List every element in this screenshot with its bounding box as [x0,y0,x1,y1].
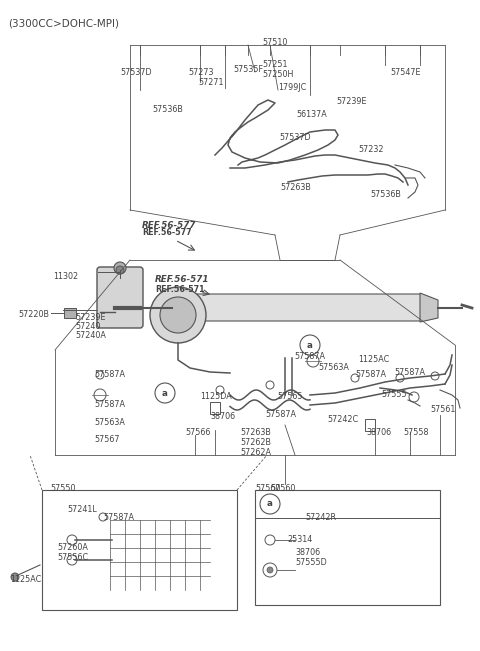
Circle shape [67,555,77,565]
Text: 57561: 57561 [430,405,456,414]
Text: 57251: 57251 [262,60,288,69]
Text: 57547E: 57547E [390,68,420,77]
Text: 38706: 38706 [210,412,235,421]
Circle shape [96,371,104,379]
Text: 57263B: 57263B [280,183,311,192]
Bar [210,402,220,414]
Circle shape [67,535,77,545]
Text: 1125DA: 1125DA [200,392,232,401]
Circle shape [11,573,19,581]
Circle shape [307,355,319,367]
Text: 11302: 11302 [53,272,78,281]
Text: 57535F: 57535F [233,65,263,74]
Text: 57537D: 57537D [120,68,152,77]
Circle shape [116,266,124,274]
Text: 57587A: 57587A [94,400,125,409]
Circle shape [409,392,419,402]
Text: REF.56-577: REF.56-577 [142,221,196,230]
Text: (3300CC>DOHC-MPI): (3300CC>DOHC-MPI) [8,18,119,28]
Circle shape [150,287,206,343]
Circle shape [300,335,320,355]
Text: 57232: 57232 [358,145,384,154]
Text: 25314: 25314 [287,535,312,544]
Text: 57550: 57550 [50,484,75,493]
Text: a: a [307,340,313,350]
Text: 57563A: 57563A [318,363,349,372]
Bar [42,490,237,610]
Text: 56137A: 56137A [296,110,327,119]
Circle shape [114,262,126,274]
FancyBboxPatch shape [189,294,421,321]
Text: 57587A: 57587A [94,370,125,379]
Circle shape [396,374,404,382]
Text: 57556C: 57556C [57,553,88,562]
Text: 57271: 57271 [198,78,224,87]
Text: 57563A: 57563A [94,418,125,427]
FancyBboxPatch shape [97,267,143,328]
Text: 38706: 38706 [366,428,391,437]
Text: a: a [162,389,168,398]
Circle shape [263,563,277,577]
Text: 57587A: 57587A [355,370,386,379]
Text: 1799JC: 1799JC [278,83,306,92]
Text: 57510: 57510 [262,38,288,47]
Circle shape [216,386,224,394]
Text: 1125AC: 1125AC [358,355,389,364]
Text: 57587A: 57587A [394,368,425,377]
Circle shape [351,374,359,382]
Text: 57239E: 57239E [75,313,106,322]
Text: 57262B: 57262B [240,438,271,447]
Circle shape [156,389,164,397]
Text: 57242C: 57242C [327,415,358,424]
Text: REF.56-571: REF.56-571 [155,275,209,284]
Text: 57560: 57560 [270,484,295,493]
Text: 57555: 57555 [381,390,407,399]
Text: 57567: 57567 [94,435,120,444]
Circle shape [260,494,280,514]
Text: 57240A: 57240A [75,331,106,340]
Polygon shape [172,293,190,322]
Text: 57565: 57565 [277,392,302,401]
Text: 57536B: 57536B [152,105,183,114]
Circle shape [265,535,275,545]
Text: 57241L: 57241L [67,505,97,514]
Text: 57273: 57273 [188,68,214,77]
Text: 38706: 38706 [295,548,320,557]
Polygon shape [420,293,438,322]
Text: a: a [267,499,273,508]
Circle shape [267,567,273,573]
Text: 57260A: 57260A [57,543,88,552]
Bar [365,419,375,431]
Text: REF.56-571: REF.56-571 [155,285,204,294]
Text: 57587A: 57587A [265,410,296,419]
Bar [255,490,440,605]
Circle shape [266,381,274,389]
Text: 57250H: 57250H [262,70,293,79]
Text: 57566: 57566 [185,428,210,437]
Text: 57262A: 57262A [240,448,271,457]
Circle shape [94,389,106,401]
Text: REF.56-577: REF.56-577 [142,228,192,237]
Text: 57558: 57558 [403,428,429,437]
Text: 57555D: 57555D [295,558,327,567]
Circle shape [160,297,196,333]
Text: 57537D: 57537D [279,133,311,142]
Text: 57536B: 57536B [370,190,401,199]
Text: 57220B: 57220B [18,310,49,319]
Text: 57587A: 57587A [103,513,134,522]
Text: 57587A: 57587A [294,352,325,361]
Bar [64,308,76,318]
Text: 57239E: 57239E [336,97,367,106]
Text: 57242R: 57242R [305,513,336,522]
Text: 1125AC: 1125AC [10,575,41,584]
Text: 57240: 57240 [75,322,100,331]
Circle shape [155,383,175,403]
Text: 57263B: 57263B [240,428,271,437]
Circle shape [99,513,107,521]
Circle shape [431,372,439,380]
Text: 57560: 57560 [255,484,280,493]
